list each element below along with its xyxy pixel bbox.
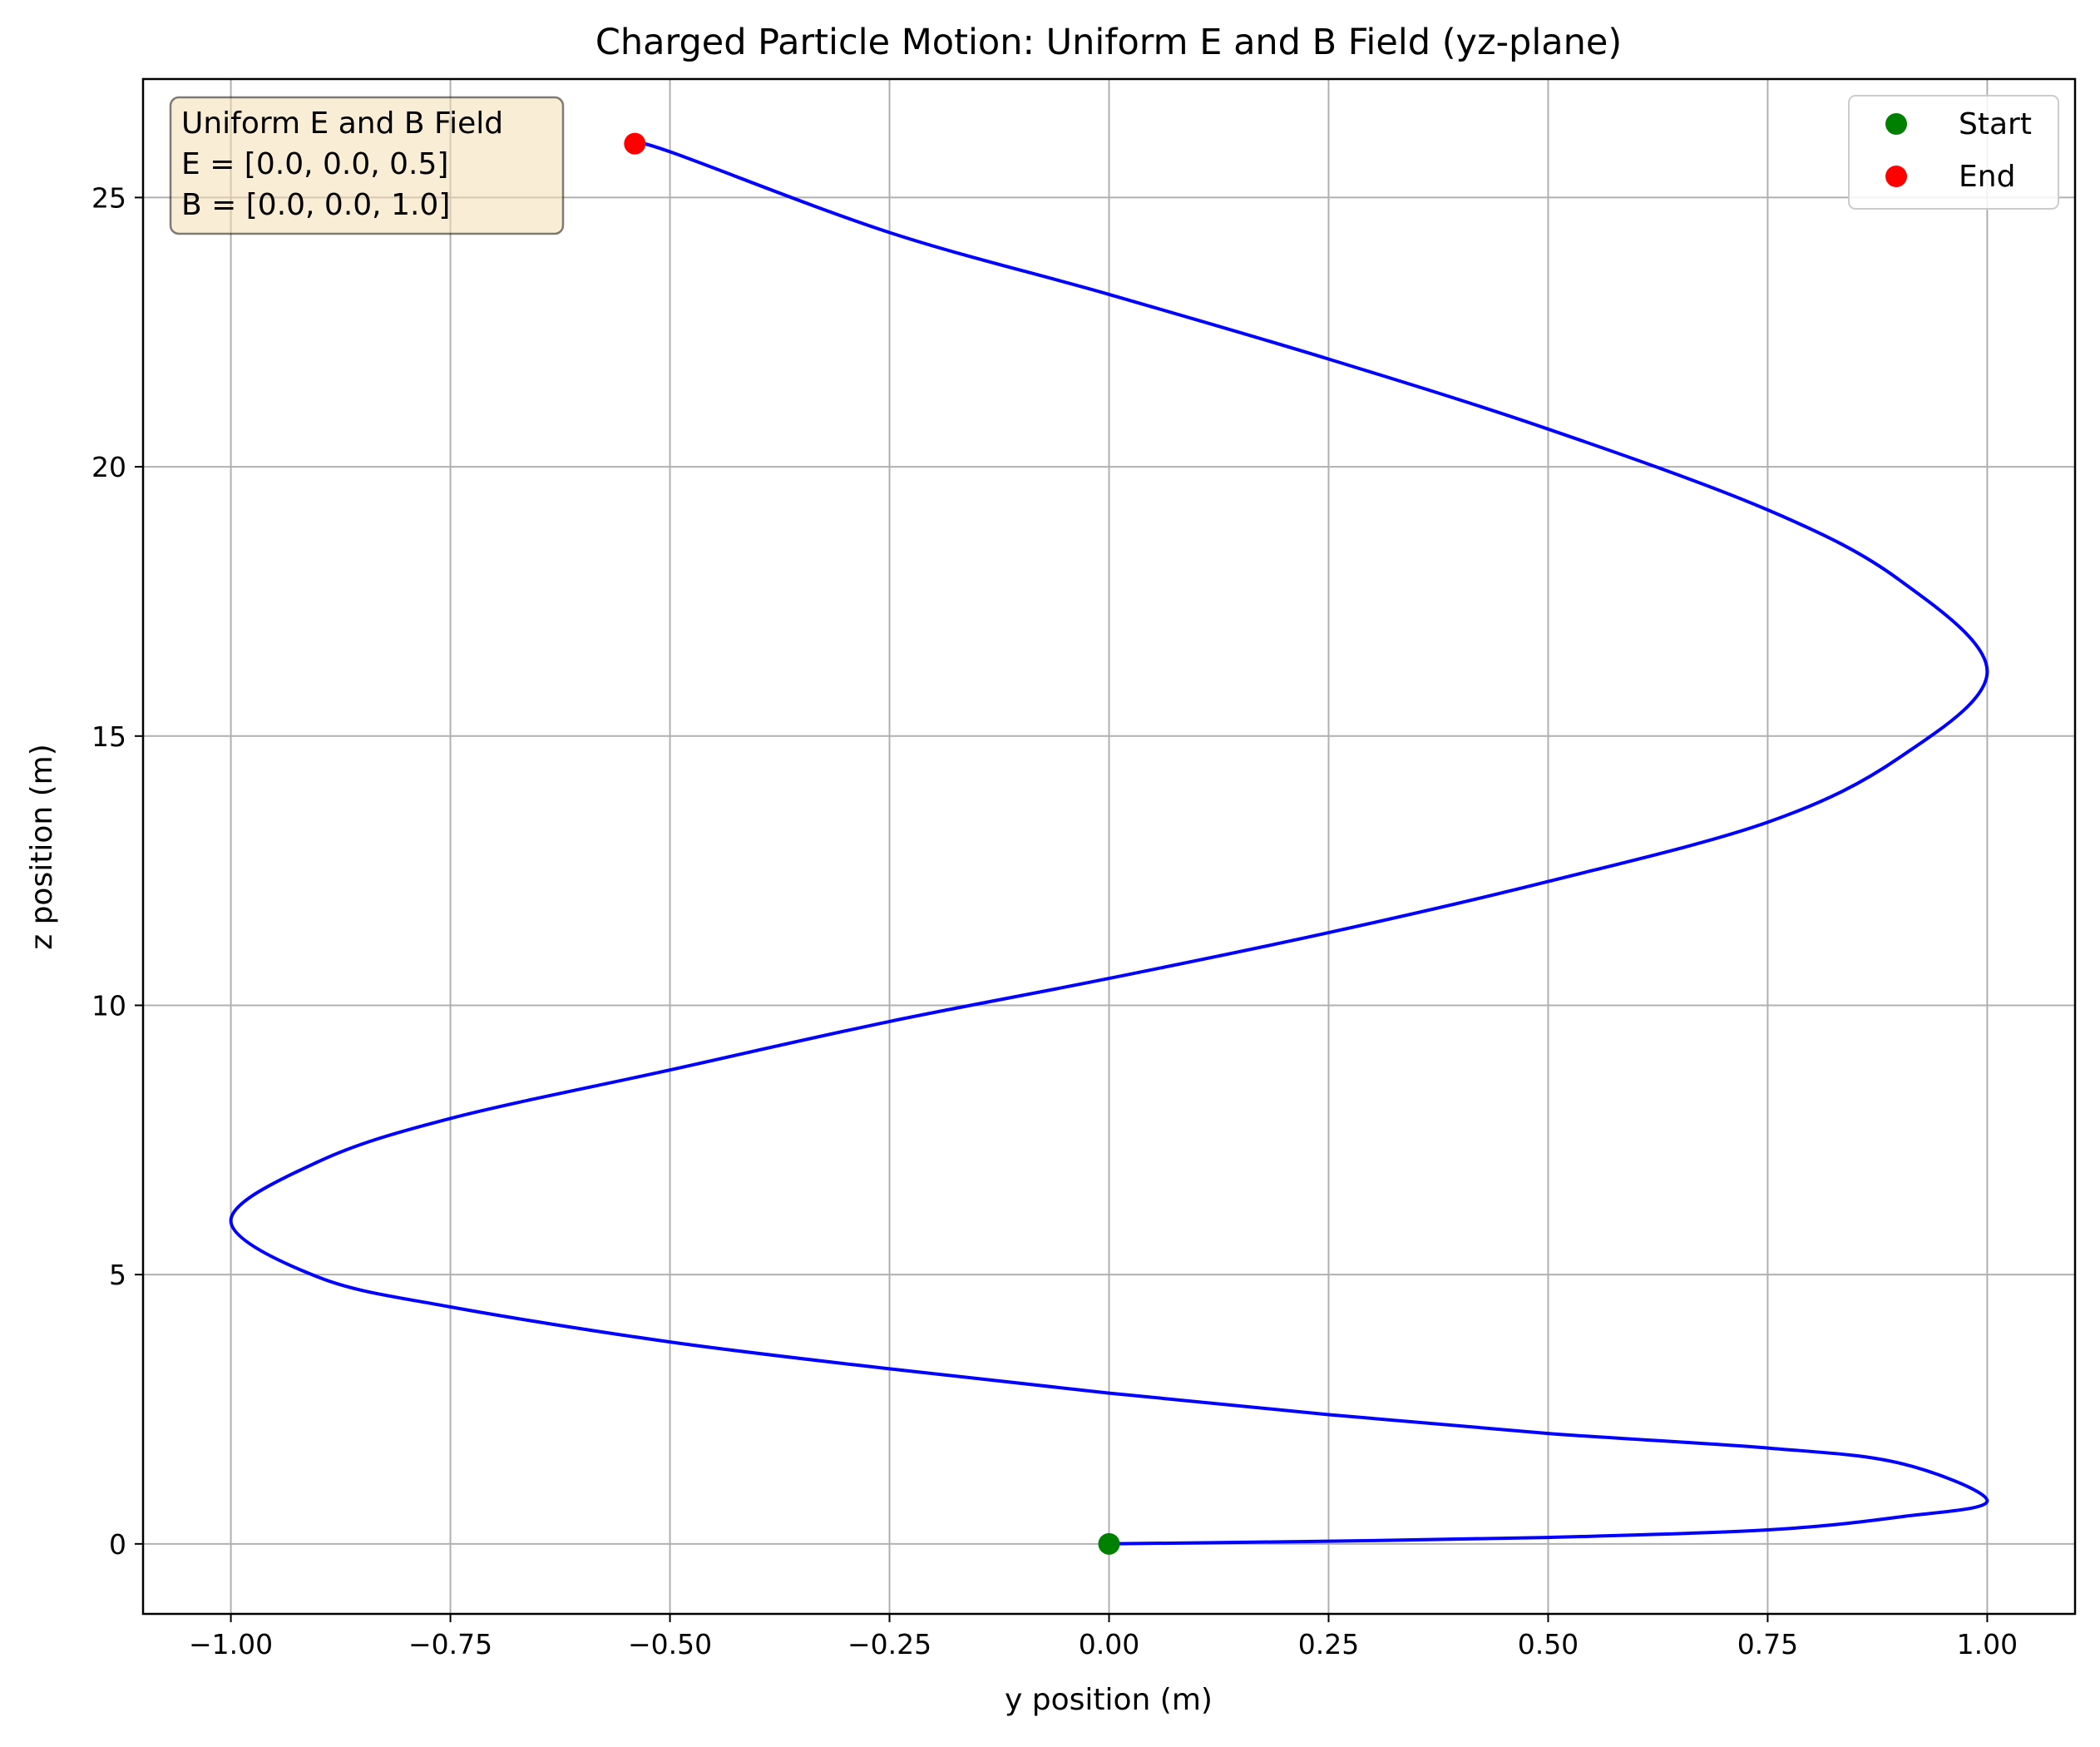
legend-end-label: End [1959,160,2015,194]
x-tick-label: 1.00 [1957,1628,2018,1660]
legend-end-marker [1885,166,1907,187]
y-tick-label: 5 [109,1259,126,1291]
annotation-background [169,96,565,235]
x-tick-label: −0.50 [628,1628,712,1660]
plot-area [229,132,1989,1555]
x-tick-label: −1.00 [189,1628,273,1660]
field-annotation-box: Uniform E and B Field E = [0.0, 0.0, 0.5… [169,96,565,235]
x-tick-label: 0.25 [1298,1628,1359,1660]
y-tick-label: 20 [91,451,126,483]
y-tick-label: 0 [109,1528,126,1561]
x-tick-label: −0.75 [408,1628,492,1660]
axis-ticks: −1.00 −0.75 −0.50 −0.25 0.00 0.25 0.50 0.75 1.00… [91,181,2018,1660]
legend-start-marker [1885,113,1907,135]
y-axis-label: z position (m) [25,744,59,950]
x-tick-label: 0.50 [1518,1628,1579,1660]
annotation-line-b-field: B = [0.0, 0.0, 1.0] [181,188,450,222]
y-tick-label: 15 [91,720,126,753]
y-tick-label: 10 [91,989,126,1022]
start-point-marker [1098,1532,1120,1555]
x-axis-label: y position (m) [1005,1683,1213,1717]
annotation-line-e-field: E = [0.0, 0.0, 0.5] [181,147,448,181]
grid [143,79,2075,1614]
x-tick-label: −0.25 [847,1628,931,1660]
x-tick-label: 0.00 [1079,1628,1139,1660]
legend-start-label: Start [1959,107,2032,141]
chart-title: Charged Particle Motion: Uniform E and B… [595,22,1622,63]
legend: Start End [1848,95,2059,210]
trajectory-line [229,141,1989,1546]
y-tick-label: 25 [91,181,126,214]
x-tick-label: 0.75 [1737,1628,1798,1660]
annotation-line-title: Uniform E and B Field [181,106,503,141]
end-point-marker [624,132,646,155]
